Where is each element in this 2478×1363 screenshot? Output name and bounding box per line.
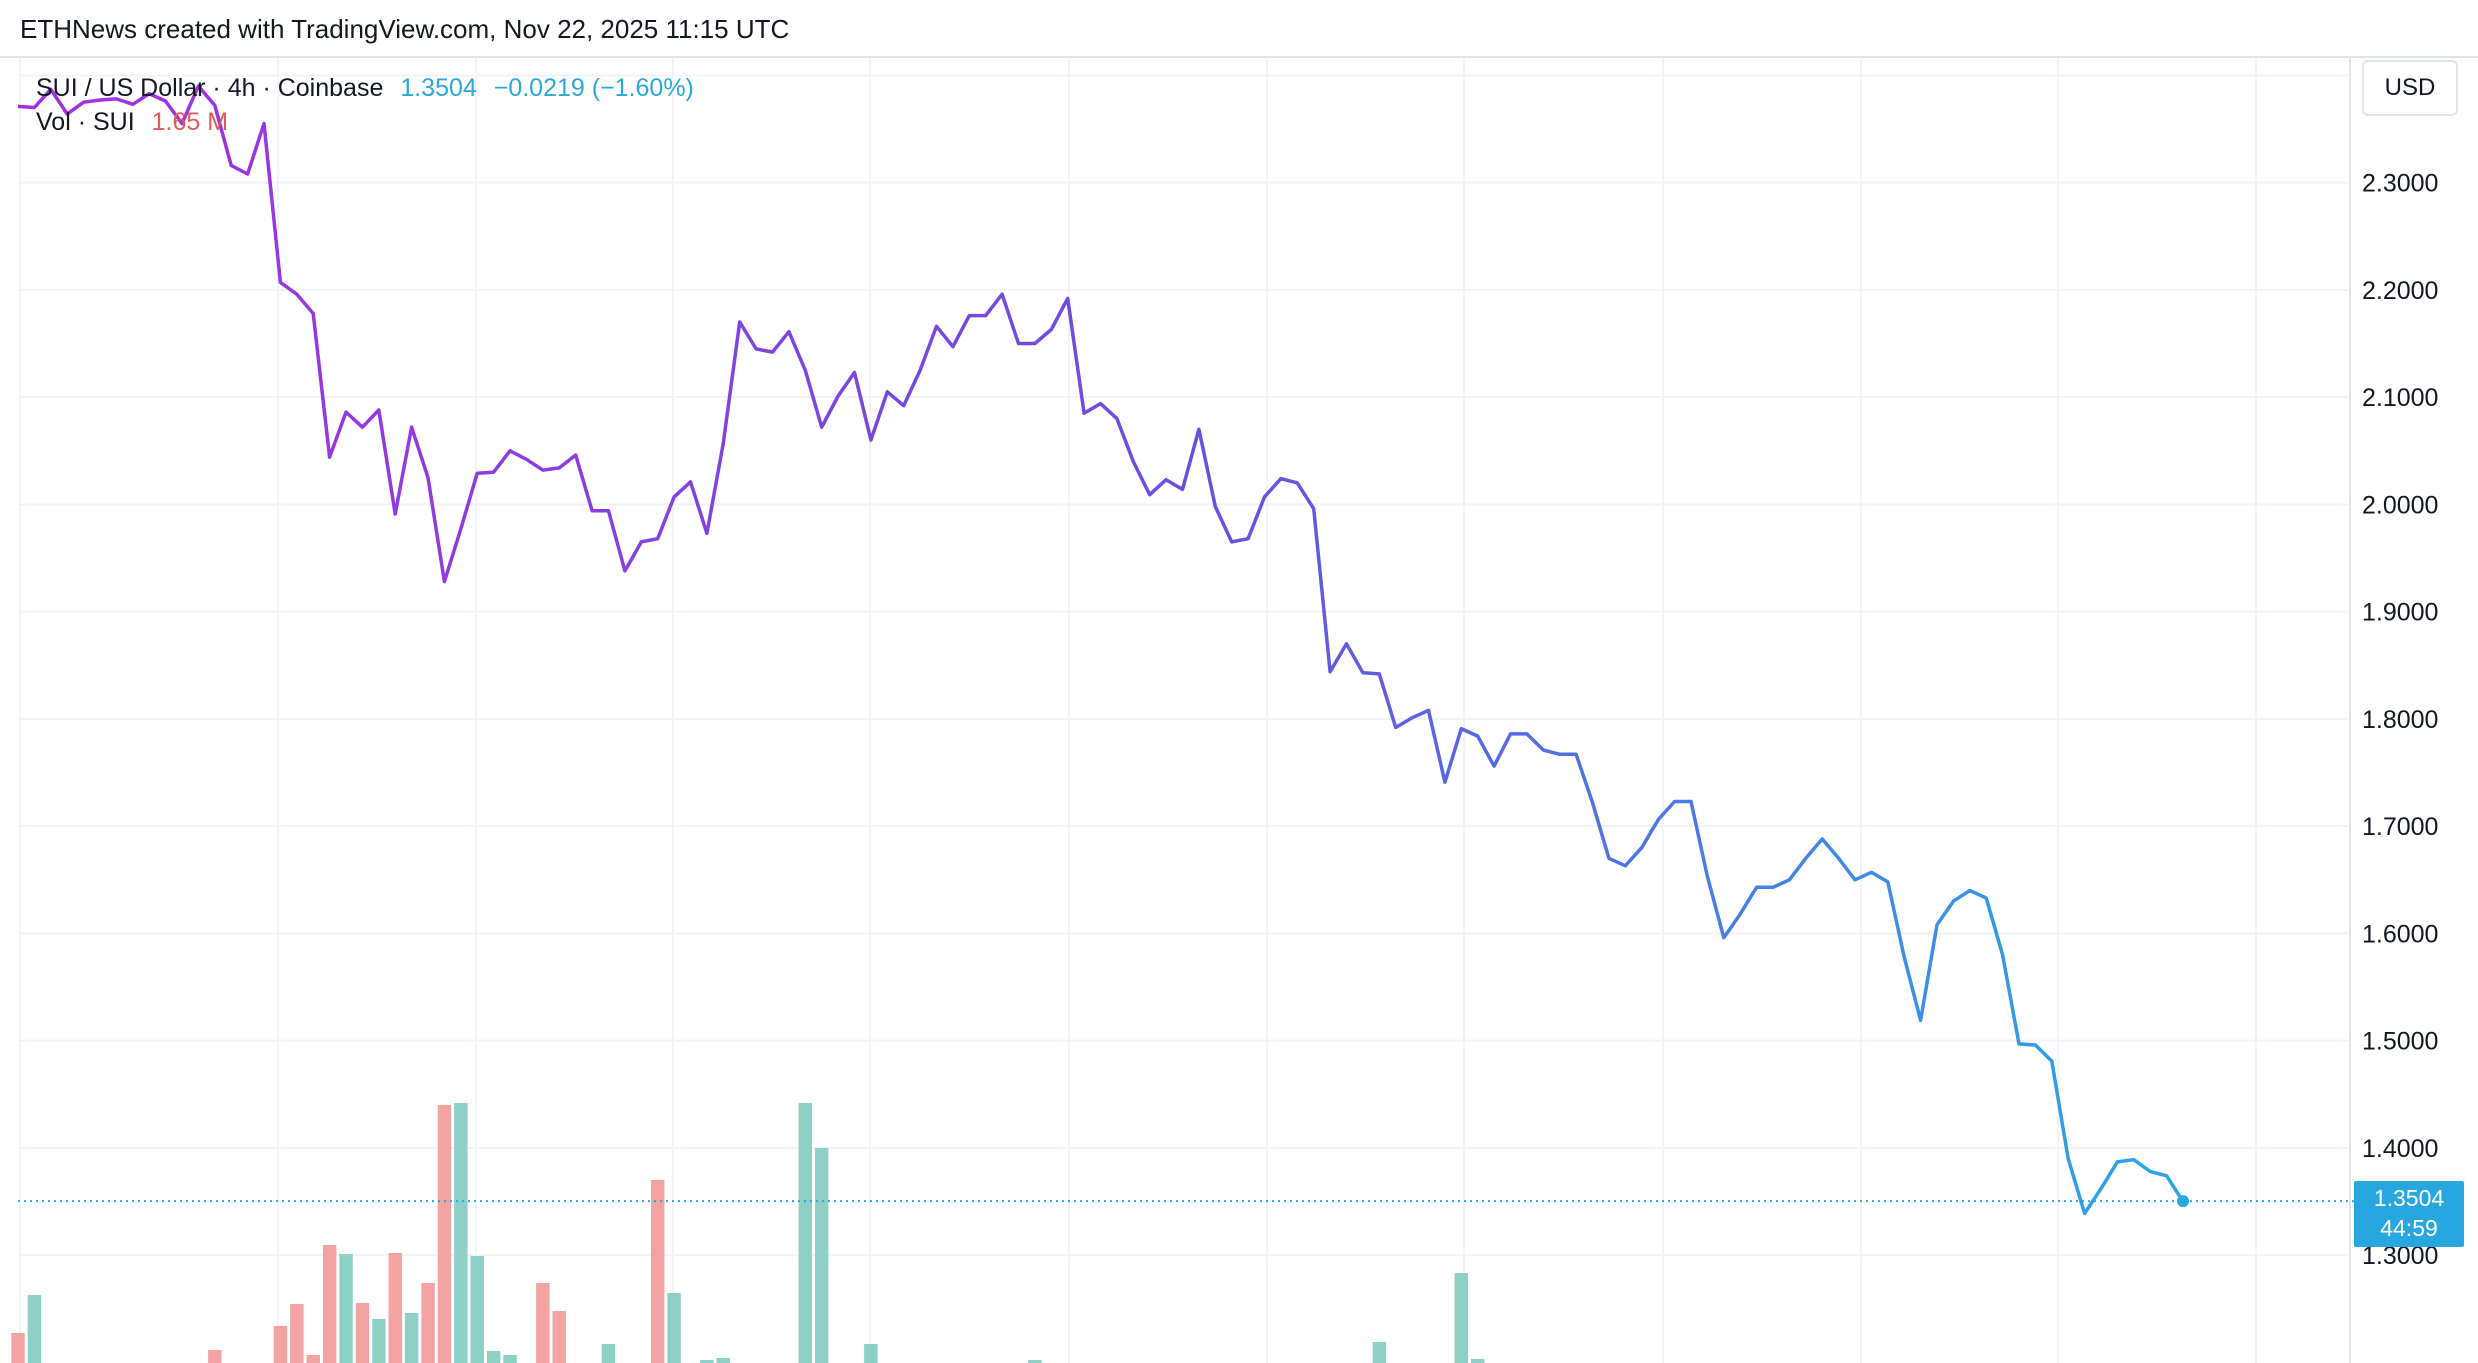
- volume-bar: [388, 1253, 402, 1363]
- volume-bar: [322, 1245, 337, 1363]
- volume-bar: [421, 1283, 435, 1363]
- volume-bar: [208, 1350, 222, 1363]
- volume-bar: [372, 1319, 386, 1363]
- volume-bar: [503, 1355, 517, 1363]
- price-line: [17, 84, 2185, 1216]
- volume-bar: [667, 1293, 681, 1363]
- attribution-text: ETHNews created with TradingView.com, No…: [20, 14, 790, 44]
- volume-bar: [355, 1303, 370, 1363]
- last-price-tag: 1.3504 44:59: [2354, 1181, 2464, 1247]
- volume-bar: [27, 1295, 42, 1363]
- volume-bar: [273, 1326, 288, 1363]
- y-tick-label: 1.8000: [2362, 706, 2438, 734]
- volume-bar: [716, 1358, 730, 1363]
- volume-bar: [1471, 1359, 1485, 1363]
- last-price-tag-value: 1.3504: [2373, 1185, 2445, 1211]
- volume-bar: [552, 1311, 566, 1363]
- volume-bar: [798, 1103, 812, 1363]
- volume-bar: [601, 1344, 616, 1363]
- volume-bar: [339, 1254, 353, 1363]
- volume-bar: [290, 1304, 304, 1363]
- volume-bar: [470, 1256, 484, 1363]
- header-bar: ETHNews created with TradingView.com, No…: [0, 0, 2478, 58]
- volume-bar: [437, 1105, 452, 1363]
- y-tick-label: 2.1000: [2362, 384, 2438, 412]
- volume-bars: [11, 1103, 1485, 1363]
- y-tick-label: 2.2000: [2362, 277, 2438, 305]
- y-tick-label: 1.5000: [2362, 1028, 2438, 1056]
- volume-bar: [1372, 1342, 1387, 1363]
- symbol-name[interactable]: SUI / US Dollar · 4h · Coinbase: [36, 74, 384, 102]
- volume-bar: [1028, 1360, 1042, 1363]
- volume-legend: Vol · SUI 1.65 M: [36, 108, 238, 137]
- volume-bar: [700, 1360, 714, 1363]
- y-tick-label: 2.3000: [2362, 170, 2438, 198]
- symbol-legend: SUI / US Dollar · 4h · Coinbase 1.3504 −…: [36, 74, 704, 103]
- y-tick-label: 1.9000: [2362, 599, 2438, 627]
- volume-value: 1.65 M: [151, 108, 229, 136]
- price-line-layer: [17, 84, 2354, 1216]
- volume-bar: [814, 1148, 829, 1363]
- volume-bar: [486, 1351, 501, 1363]
- volume-bar: [536, 1283, 550, 1363]
- y-tick-label: 1.7000: [2362, 813, 2438, 841]
- last-price-value: 1.3504: [400, 74, 477, 102]
- y-tick-label: 1.6000: [2362, 920, 2438, 948]
- candle-countdown: 44:59: [2380, 1215, 2438, 1241]
- volume-bar: [1454, 1273, 1469, 1363]
- volume-bar: [650, 1180, 665, 1363]
- y-tick-label: 1.4000: [2362, 1135, 2438, 1163]
- last-price-dot: [2177, 1195, 2189, 1208]
- grid-lines: [18, 58, 2348, 1363]
- volume-bar: [306, 1355, 320, 1363]
- currency-button[interactable]: USD: [2362, 60, 2458, 116]
- price-axis: 2.40002.30002.20002.10002.00001.90001.80…: [2349, 58, 2438, 1363]
- volume-bar: [11, 1333, 25, 1363]
- volume-label[interactable]: Vol · SUI: [36, 108, 135, 136]
- y-tick-label: 2.0000: [2362, 491, 2438, 519]
- volume-bar: [864, 1344, 878, 1363]
- price-change-value: −0.0219 (−1.60%): [493, 74, 694, 102]
- volume-bar: [404, 1313, 419, 1363]
- volume-bar: [454, 1103, 468, 1363]
